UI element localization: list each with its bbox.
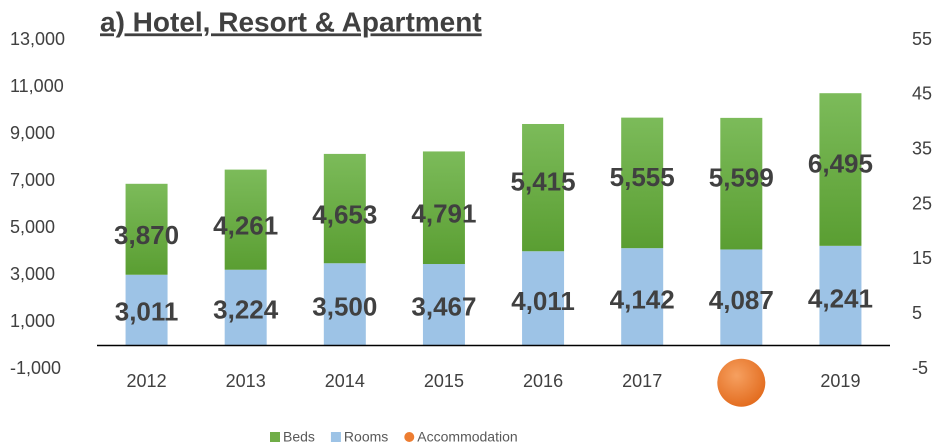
value-label: 5,599 xyxy=(709,163,774,193)
bar xyxy=(720,249,763,346)
value-label: 4,011 xyxy=(511,286,575,316)
bar xyxy=(422,151,465,265)
x-tick-label: 2014 xyxy=(325,371,365,391)
y2-tick-label: 55 xyxy=(912,29,932,49)
bar xyxy=(819,245,862,346)
y2-tick-label: 25 xyxy=(912,193,932,213)
y-tick-label: 13,000 xyxy=(10,29,65,49)
value-label: 4,087 xyxy=(709,285,774,315)
value-label: 4,241 xyxy=(808,284,873,314)
value-label: 5,415 xyxy=(511,166,576,196)
bar xyxy=(522,123,565,252)
value-label: 4,142 xyxy=(610,285,675,315)
x-tick-label: 2012 xyxy=(127,371,167,391)
value-label: 4,791 xyxy=(411,199,476,229)
value-label: 5,555 xyxy=(610,162,675,192)
x-tick-label: 2013 xyxy=(226,371,266,391)
legend-label: Accommodation xyxy=(417,429,517,445)
bar xyxy=(323,153,366,264)
y-tick-label: 3,000 xyxy=(10,264,55,284)
x-tick-label: 2016 xyxy=(523,371,563,391)
value-label: 3,011 xyxy=(115,297,179,327)
legend-label: Rooms xyxy=(344,429,388,445)
x-tick-label: 2019 xyxy=(820,371,860,391)
y-tick-label: -1,000 xyxy=(10,358,61,378)
y2-tick-label: 5 xyxy=(912,303,922,323)
bar xyxy=(522,251,565,346)
bar xyxy=(125,183,168,275)
value-label: 3,224 xyxy=(213,294,279,324)
bar xyxy=(125,274,168,346)
value-label: 3,467 xyxy=(411,292,476,322)
value-label: 3,870 xyxy=(114,220,179,250)
x-tick-label: 2017 xyxy=(622,371,662,391)
y2-tick-label: -5 xyxy=(912,358,928,378)
bar xyxy=(224,169,267,270)
y-tick-label: 7,000 xyxy=(10,170,55,190)
bar xyxy=(323,263,366,346)
value-label: 4,261 xyxy=(213,211,278,241)
legend-marker xyxy=(270,432,280,442)
y2-tick-label: 45 xyxy=(912,84,932,104)
chart-title: a) Hotel, Resort & Apartment xyxy=(100,6,482,37)
legend-marker xyxy=(330,432,341,442)
legend-label: Beds xyxy=(283,429,315,445)
bar xyxy=(621,248,664,346)
y-tick-label: 5,000 xyxy=(10,217,55,237)
marker xyxy=(717,358,766,407)
x-tick-label: 2015 xyxy=(424,371,464,391)
legend-marker xyxy=(404,432,415,442)
value-label: 3,500 xyxy=(312,291,377,321)
y-tick-label: 9,000 xyxy=(10,123,55,143)
bar xyxy=(819,93,862,246)
bar xyxy=(720,117,763,250)
value-label: 6,495 xyxy=(808,148,873,178)
y-tick-label: 11,000 xyxy=(10,76,64,96)
bar xyxy=(224,269,267,346)
value-label: 4,653 xyxy=(312,199,377,229)
y2-tick-label: 15 xyxy=(912,248,932,268)
y2-tick-label: 35 xyxy=(912,138,932,158)
bar xyxy=(422,264,465,346)
y-tick-label: 1,000 xyxy=(10,311,55,331)
bar xyxy=(621,117,664,249)
